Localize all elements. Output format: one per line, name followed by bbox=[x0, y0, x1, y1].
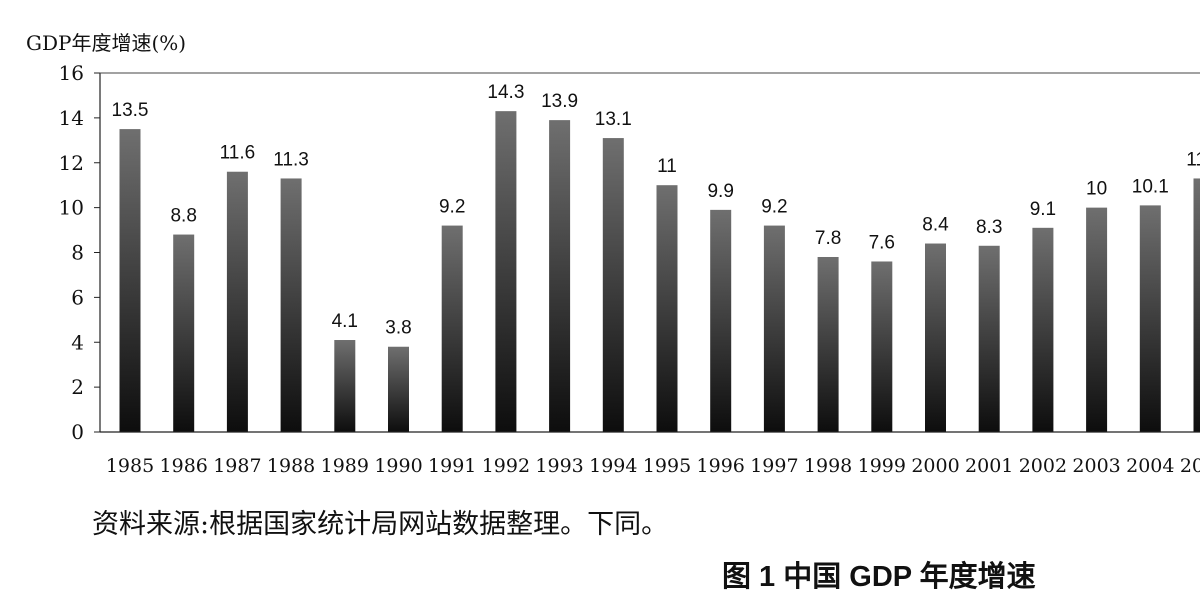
value-label-1991: 9.2 bbox=[439, 197, 465, 218]
value-label-2002: 9.1 bbox=[1030, 199, 1056, 220]
value-label-1985: 13.5 bbox=[112, 100, 149, 121]
bar-1993 bbox=[549, 120, 570, 432]
x-tick-label-2002: 2002 bbox=[1019, 455, 1067, 477]
bar-1989 bbox=[334, 340, 355, 432]
bar-1992 bbox=[495, 111, 516, 432]
y-tick-label: 4 bbox=[71, 330, 84, 354]
x-tick-label-1999: 1999 bbox=[858, 455, 906, 477]
value-label-1986: 8.8 bbox=[170, 206, 196, 227]
source-note: 资料来源:根据国家统计局网站数据整理。下同。 bbox=[92, 502, 668, 541]
bar-1998 bbox=[818, 257, 839, 432]
bar-1986 bbox=[173, 235, 194, 432]
bar-2001 bbox=[979, 246, 1000, 432]
bar-1996 bbox=[710, 210, 731, 432]
y-tick-label: 6 bbox=[71, 285, 84, 309]
y-tick-label: 0 bbox=[71, 420, 84, 444]
bar-2000 bbox=[925, 244, 946, 432]
bar-1995 bbox=[657, 185, 678, 432]
x-tick-label-1986: 1986 bbox=[160, 455, 208, 477]
bar-1991 bbox=[442, 226, 463, 432]
bar-2003 bbox=[1086, 208, 1107, 432]
x-tick-label-1997: 1997 bbox=[750, 455, 798, 477]
value-label-1988: 11.3 bbox=[273, 149, 309, 170]
bar-2002 bbox=[1032, 228, 1053, 432]
x-tick-label-1993: 1993 bbox=[535, 455, 583, 477]
x-tick-label-2005: 2005 bbox=[1180, 455, 1200, 477]
value-label-2000: 8.4 bbox=[922, 215, 949, 236]
bar-2005 bbox=[1194, 178, 1200, 432]
y-tick-label: 10 bbox=[59, 196, 84, 220]
value-label-1995: 11 bbox=[657, 156, 677, 177]
value-label-1994: 13.1 bbox=[595, 109, 632, 130]
x-tick-label-2001: 2001 bbox=[965, 455, 1013, 477]
x-tick-label-1995: 1995 bbox=[643, 455, 691, 477]
y-axis-label: GDP年度增速(%) bbox=[26, 31, 186, 55]
x-tick-label-1987: 1987 bbox=[213, 455, 261, 477]
x-tick-label-1998: 1998 bbox=[804, 455, 852, 477]
x-tick-label-1989: 1989 bbox=[321, 455, 369, 477]
bar-2004 bbox=[1140, 205, 1161, 432]
x-tick-label-2003: 2003 bbox=[1072, 455, 1120, 477]
value-label-1990: 3.8 bbox=[385, 318, 411, 339]
value-label-1998: 7.8 bbox=[815, 228, 841, 249]
x-tick-label-1990: 1990 bbox=[374, 455, 422, 477]
bar-1985 bbox=[120, 129, 141, 432]
x-tick-label-1994: 1994 bbox=[589, 455, 637, 477]
bar-1987 bbox=[227, 172, 248, 432]
x-tick-label-2000: 2000 bbox=[911, 455, 959, 477]
y-tick-label: 14 bbox=[59, 106, 84, 130]
y-tick-label: 12 bbox=[59, 151, 84, 175]
value-label-1997: 9.2 bbox=[761, 197, 787, 218]
value-label-2003: 10 bbox=[1086, 179, 1107, 200]
x-tick-label-1991: 1991 bbox=[428, 455, 476, 477]
value-label-1993: 13.9 bbox=[541, 91, 578, 112]
value-label-1987: 11.6 bbox=[220, 143, 256, 164]
value-label-2001: 8.3 bbox=[976, 217, 1002, 238]
y-tick-label: 8 bbox=[71, 241, 84, 265]
value-label-1989: 4.1 bbox=[332, 311, 358, 332]
bar-1999 bbox=[871, 261, 892, 432]
y-tick-label: 2 bbox=[71, 375, 84, 399]
x-tick-label-1988: 1988 bbox=[267, 455, 315, 477]
bar-1997 bbox=[764, 226, 785, 432]
value-label-1999: 7.6 bbox=[869, 232, 895, 253]
value-label-1992: 14.3 bbox=[487, 82, 524, 103]
bar-1990 bbox=[388, 347, 409, 432]
y-tick-label: 16 bbox=[59, 61, 84, 85]
x-tick-label-1996: 1996 bbox=[697, 455, 745, 477]
x-tick-label-2004: 2004 bbox=[1126, 455, 1174, 477]
x-tick-label-1992: 1992 bbox=[482, 455, 530, 477]
value-label-2005: 11.3 bbox=[1186, 149, 1200, 170]
value-label-2004: 10.1 bbox=[1132, 176, 1169, 197]
value-label-1996: 9.9 bbox=[707, 181, 733, 202]
bar-1988 bbox=[281, 178, 302, 432]
x-tick-label-1985: 1985 bbox=[106, 455, 154, 477]
bar-1994 bbox=[603, 138, 624, 432]
